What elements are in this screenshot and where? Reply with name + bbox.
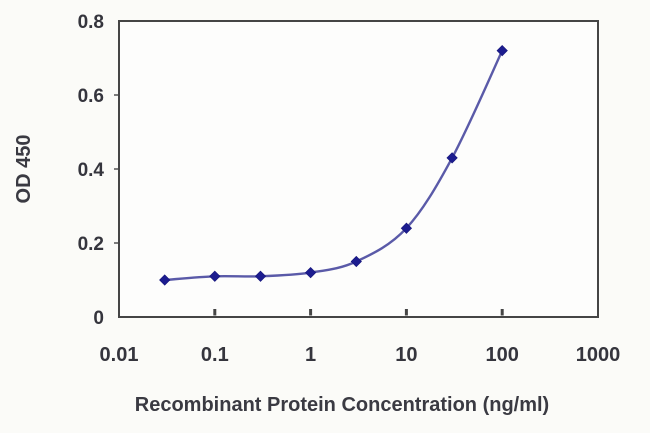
y-tick-label-0.2: 0.2: [78, 234, 104, 255]
x-axis-title: Recombinant Protein Concentration (ng/ml…: [135, 394, 549, 416]
x-tick-label-100: 100: [486, 344, 519, 366]
y-axis-title: OD 450: [13, 135, 35, 204]
y-tick-label-0.8: 0.8: [78, 12, 104, 33]
data-point-0.03ngml: [159, 274, 171, 286]
x-tick-label-0.1: 0.1: [201, 344, 229, 366]
data-point-30ngml: [446, 152, 458, 164]
plot-border: [118, 20, 599, 318]
data-point-3ngml: [350, 255, 362, 268]
x-tick-label-1: 1: [305, 344, 316, 366]
x-tick-label-0.01: 0.01: [100, 344, 139, 366]
y-tick-label-0.6: 0.6: [78, 86, 104, 107]
data-point-1ngml: [304, 266, 317, 279]
data-point-10ngml: [400, 222, 413, 234]
y-tick-label-0.4: 0.4: [78, 160, 105, 181]
chart-plot-area: 0 0.2 0.4 0.6 0.8 0.01 0.1 1 10 100 1000: [78, 12, 621, 366]
data-point-0.3ngml: [254, 270, 267, 282]
x-tick-label-1000: 1000: [576, 344, 621, 366]
y-tick-label-0: 0: [93, 308, 104, 329]
data-point-0.1ngml: [209, 270, 221, 282]
data-point-100ngml: [496, 44, 508, 57]
x-tick-label-10: 10: [395, 344, 417, 366]
